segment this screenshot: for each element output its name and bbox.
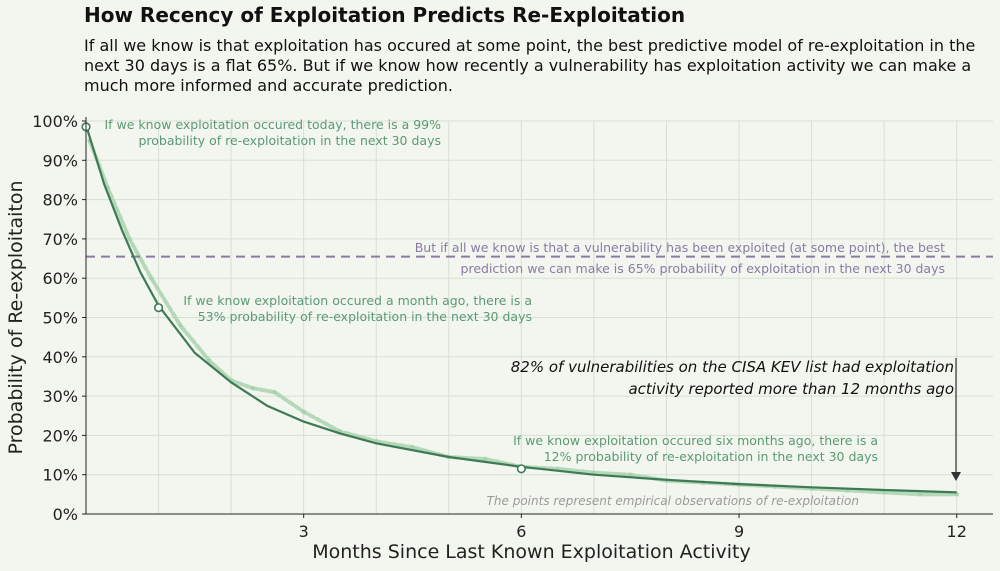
annotation-observations-note-line: The points represent empirical observati… — [487, 494, 859, 508]
chart-subtitle: If all we know is that exploitation has … — [84, 36, 976, 95]
chart-title: How Recency of Exploitation Predicts Re-… — [84, 3, 686, 27]
y-tick-label: 100% — [32, 112, 78, 131]
x-tick-label: 12 — [947, 522, 967, 541]
y-tick-label: 30% — [42, 387, 78, 406]
annotation-one-month-line: 53% probability of re-exploitation in th… — [198, 309, 532, 324]
annotation-six-months: If we know exploitation occured six mont… — [513, 433, 878, 464]
annotation-today-line: probability of re-exploitation in the ne… — [138, 133, 441, 148]
observation-point — [127, 236, 132, 242]
y-tick-label: 90% — [42, 151, 78, 170]
annotation-kev: 82% of vulnerabilities on the CISA KEV l… — [511, 358, 954, 398]
y-tick-label: 70% — [42, 230, 78, 249]
y-tick-label: 0% — [53, 505, 78, 524]
observation-point — [250, 386, 256, 391]
annotation-observations-note: The points represent empirical observati… — [487, 494, 859, 508]
model-curve-group — [84, 124, 957, 494]
x-tick-label: 3 — [299, 522, 309, 541]
annotation-kev-line: 82% of vulnerabilities on the CISA KEV l… — [511, 358, 954, 376]
y-tick-label: 60% — [42, 269, 78, 288]
observation-point — [301, 409, 306, 415]
annotation-six-months-line: If we know exploitation occured six mont… — [513, 433, 878, 448]
observation-point — [410, 444, 415, 450]
annotation-baseline-line: prediction we can make is 65% probabilit… — [461, 261, 945, 276]
y-tick-label: 50% — [42, 309, 78, 328]
annotation-kev-line: activity reported more than 12 months ag… — [628, 380, 954, 398]
y-tick-label: 10% — [42, 466, 78, 485]
annotation-one-month: If we know exploitation occured a month … — [183, 293, 532, 324]
observation-point — [272, 389, 277, 395]
annotation-baseline: But if all we know is that a vulnerabili… — [415, 240, 945, 276]
observation-point — [628, 472, 633, 477]
model-curve — [84, 124, 957, 494]
highlighted-point — [516, 464, 526, 474]
annotations: If we know exploitation occured today, t… — [104, 117, 961, 508]
kev-arrow-head — [951, 472, 961, 481]
observation-point — [482, 456, 488, 462]
observation-point — [149, 276, 154, 281]
axes: 0% 10% 20% 30% 40% 50% 60% 70% 80% 90% 100% 3 6 9 12 Mo… — [5, 112, 993, 563]
annotation-today: If we know exploitation occured today, t… — [104, 117, 441, 148]
y-axis-label: Probability of Re-exploitaiton — [5, 180, 27, 454]
grid-lines — [86, 120, 993, 515]
x-tick-label: 9 — [734, 522, 744, 541]
annotation-one-month-line: If we know exploitation occured a month … — [183, 293, 532, 308]
annotation-baseline-line: But if all we know is that a vulnerabili… — [415, 240, 945, 255]
y-tick-label: 20% — [42, 426, 78, 445]
x-tick-label: 6 — [516, 522, 526, 541]
observation-point — [918, 492, 923, 497]
observation-point — [178, 323, 183, 328]
x-axis-label: Months Since Last Known Exploitation Act… — [312, 541, 750, 563]
annotation-six-months-line: 12% probability of re-exploitation in th… — [544, 449, 878, 464]
annotation-today-line: If we know exploitation occured today, t… — [104, 117, 441, 132]
observation-point — [207, 358, 212, 363]
y-tick-label: 80% — [42, 191, 78, 210]
highlighted-point — [153, 303, 164, 313]
observation-point — [881, 490, 887, 495]
y-tick-label: 40% — [42, 348, 78, 367]
